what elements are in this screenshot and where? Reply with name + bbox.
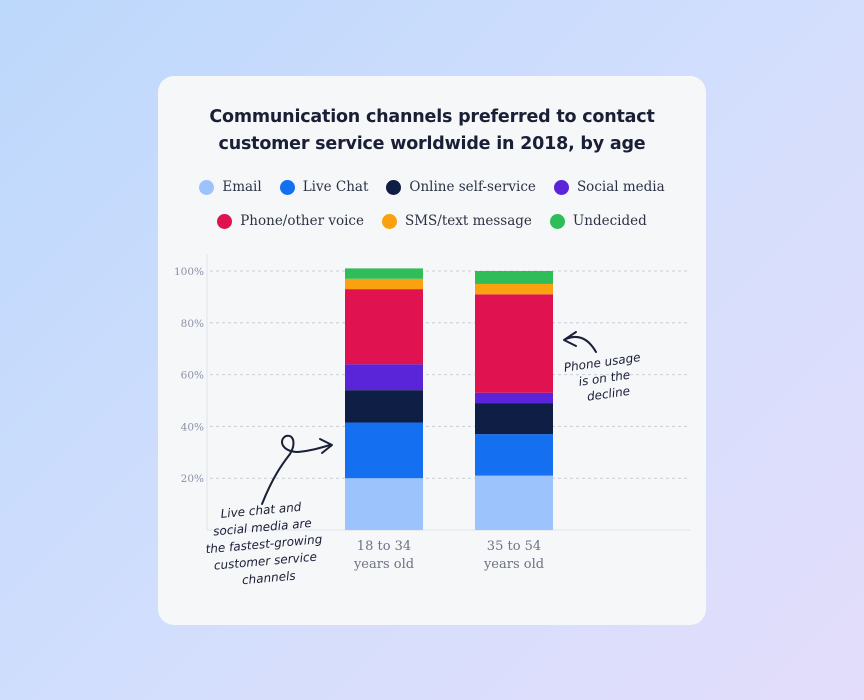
- gridlines: [210, 270, 690, 479]
- chart-title: Communication channels preferred to cont…: [158, 104, 706, 158]
- annotation-arrow-left: [261, 434, 331, 505]
- legend-label-phone: Phone/other voice: [240, 213, 364, 229]
- legend-swatch-email: [199, 179, 215, 195]
- bar-segment: [475, 271, 553, 284]
- legend-label-social-media: Social media: [576, 179, 665, 195]
- bar-segment: [345, 478, 423, 530]
- annotation-arrow-right: [565, 335, 597, 353]
- chart-card: Communication channels preferred to cont…: [158, 76, 706, 625]
- y-axis-ticks: 20% 40% 60% 80% 100%: [174, 266, 204, 485]
- legend-row-1: Email Live Chat Online self-service Soci…: [158, 179, 706, 195]
- bar-segment: [345, 268, 423, 279]
- bar-segment: [345, 422, 423, 479]
- annotation-text-right: Phone usage is on the decline: [563, 350, 650, 407]
- x-category-label: years old: [483, 557, 544, 572]
- annotation-arrowhead-left: [319, 438, 333, 454]
- legend-label-online-self-service: Online self-service: [409, 179, 536, 195]
- bar-segment: [475, 403, 553, 435]
- bar-segment: [345, 364, 423, 391]
- chart-title-line-1: Communication channels preferred to cont…: [209, 107, 655, 127]
- bars: [345, 268, 553, 530]
- bar-segment: [475, 475, 553, 530]
- annotation-phone: Phone usage is on the decline: [563, 331, 650, 407]
- x-category-label: years old: [353, 557, 414, 572]
- legend-item-sms: SMS/text message: [381, 213, 532, 229]
- x-category-label: 35 to 54: [487, 539, 541, 554]
- legend-swatch-online-self-service: [386, 179, 402, 195]
- bar-segment: [475, 294, 553, 393]
- legend-item-online-self-service: Online self-service: [386, 179, 536, 195]
- legend-swatch-live-chat: [279, 179, 295, 195]
- legend-swatch-phone: [217, 213, 233, 229]
- legend-item-phone: Phone/other voice: [217, 213, 364, 229]
- legend-swatch-social-media: [553, 179, 569, 195]
- legend-item-live-chat: Live Chat: [279, 179, 369, 195]
- x-axis-labels: 18 to 34 years old 35 to 54 years old: [353, 539, 544, 572]
- legend-label-live-chat: Live Chat: [302, 179, 369, 195]
- bar-segment: [475, 392, 553, 404]
- y-tick-label: 60%: [181, 370, 204, 382]
- legend-swatch-sms: [381, 213, 397, 229]
- bar-segment: [345, 390, 423, 423]
- legend-label-undecided: Undecided: [572, 213, 647, 229]
- y-tick-label: 100%: [174, 266, 204, 278]
- annotation-text-left: Live chat and social media are the faste…: [202, 498, 329, 590]
- legend-item-undecided: Undecided: [549, 213, 647, 229]
- legend-swatch-undecided: [549, 213, 565, 229]
- legend-item-social-media: Social media: [553, 179, 665, 195]
- annotation-left-line: channels: [241, 569, 296, 588]
- bar-segment: [345, 289, 423, 365]
- y-tick-label: 40%: [181, 421, 204, 433]
- stacked-bar-chart: 20% 40% 60% 80% 100% 18 to 34 years old 35 to …: [174, 254, 690, 590]
- annotation-right-line: decline: [586, 384, 631, 404]
- legend-label-sms: SMS/text message: [404, 213, 532, 229]
- legend-label-email: Email: [222, 179, 262, 195]
- y-tick-label: 80%: [181, 318, 204, 330]
- legend-item-email: Email: [199, 179, 262, 195]
- annotation-live-chat: Live chat and social media are the faste…: [202, 434, 333, 590]
- chart-title-line-2: customer service worldwide in 2018, by a…: [218, 134, 646, 154]
- bar-segment: [475, 434, 553, 476]
- y-tick-label: 20%: [181, 473, 204, 485]
- legend-row-2: Phone/other voice SMS/text message Undec…: [158, 213, 706, 229]
- x-category-label: 18 to 34: [357, 539, 411, 554]
- bar-segment: [475, 283, 553, 295]
- bar-segment: [345, 278, 423, 290]
- annotation-arrowhead-right: [563, 331, 577, 347]
